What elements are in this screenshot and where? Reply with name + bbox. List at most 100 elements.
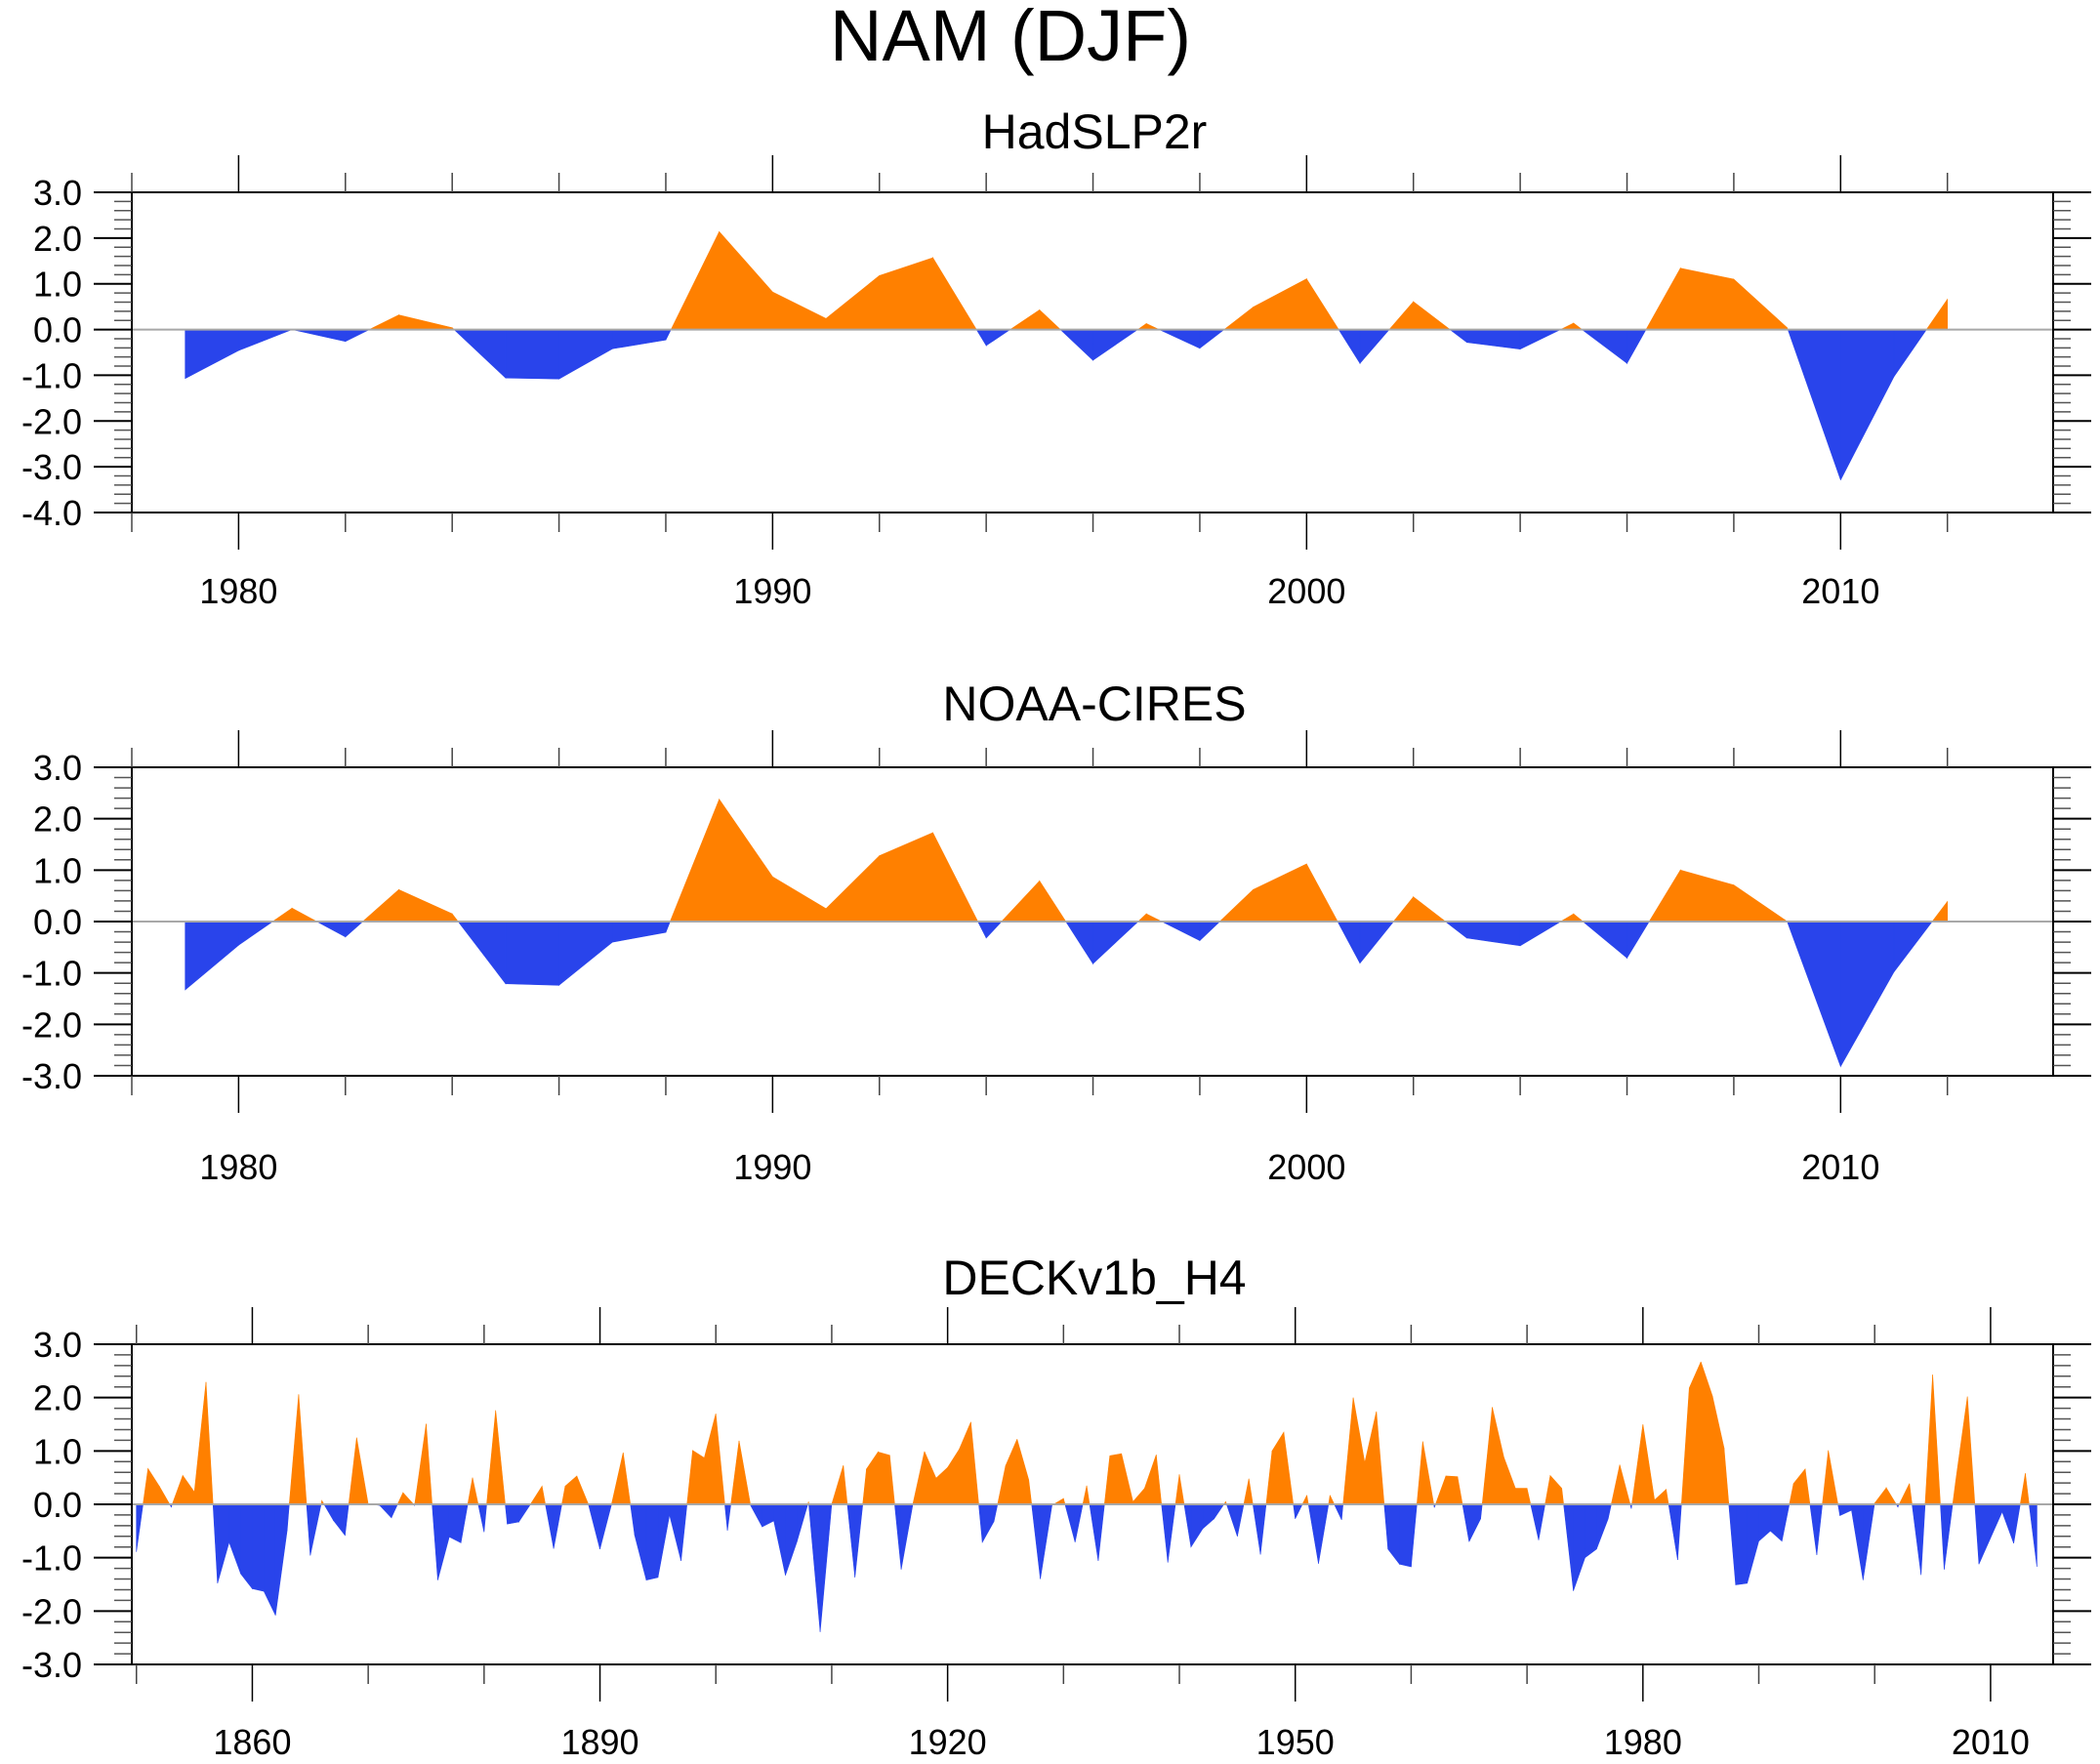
negative-area-segment xyxy=(1295,1503,1303,1519)
negative-area-segment xyxy=(1214,1503,1225,1520)
negative-area-segment xyxy=(1199,329,1225,349)
positive-area-segment xyxy=(670,231,720,330)
negative-area-segment xyxy=(545,1503,555,1549)
positive-area-segment xyxy=(1822,1450,1829,1505)
negative-area-segment xyxy=(1064,1503,1076,1542)
positive-area-segment xyxy=(1666,1489,1669,1505)
positive-area-segment xyxy=(1306,277,1339,330)
positive-area-segment xyxy=(451,913,459,923)
negative-area-segment xyxy=(1863,1503,1875,1580)
positive-area-segment xyxy=(396,1492,404,1505)
panel-title: DECKv1b_H4 xyxy=(942,1251,1246,1305)
x-axis: 1980 1990 2000 2010 xyxy=(131,155,1949,611)
negative-area-segment xyxy=(333,1503,346,1537)
negative-area-segment xyxy=(345,1503,350,1536)
negative-area-segment xyxy=(1399,1503,1412,1568)
positive-area-segment xyxy=(1330,1495,1336,1505)
negative-area-segment xyxy=(1787,921,1841,1067)
negative-area-segment xyxy=(228,1503,241,1575)
positive-area-segment xyxy=(1376,1411,1385,1505)
negative-area-segment xyxy=(612,329,667,349)
y-tick-label: 2.0 xyxy=(33,219,82,259)
negative-area-segment xyxy=(309,1503,322,1556)
positive-area-segment xyxy=(1001,880,1041,923)
negative-area-segment xyxy=(773,1503,786,1576)
positive-area-segment xyxy=(414,1423,427,1505)
positive-area-segment xyxy=(1301,1495,1307,1505)
x-tick-label: 1980 xyxy=(1604,1722,1682,1762)
positive-area-segment xyxy=(1271,1431,1285,1505)
positive-area-segment xyxy=(1642,1423,1655,1505)
positive-area-segment xyxy=(970,1421,979,1505)
negative-area-segment xyxy=(185,921,239,991)
positive-area-segment xyxy=(1342,1397,1354,1505)
negative-area-segment xyxy=(1183,1503,1192,1547)
positive-area-segment xyxy=(1445,1475,1459,1505)
positive-area-segment xyxy=(1434,1475,1447,1505)
positive-area-segment xyxy=(1956,1396,1968,1505)
negative-area-segment xyxy=(726,1503,731,1531)
positive-area-segment xyxy=(1573,913,1585,923)
negative-area-segment xyxy=(785,1503,798,1576)
positive-area-segment xyxy=(1874,1487,1887,1505)
negative-area-segment xyxy=(274,1503,288,1616)
positive-area-segment xyxy=(878,1452,890,1505)
positive-area-segment xyxy=(147,1467,160,1505)
positive-area-segment xyxy=(1792,1468,1806,1505)
positive-area-segment xyxy=(361,888,399,923)
negative-area-segment xyxy=(665,329,672,341)
positive-area-segment xyxy=(1924,1374,1933,1505)
y-tick-label: 2.0 xyxy=(33,800,82,840)
y-tick-label: 0.0 xyxy=(33,310,82,350)
negative-area-segment xyxy=(2013,1503,2021,1543)
negative-area-segment xyxy=(507,1503,519,1525)
negative-area-segment xyxy=(1893,329,1927,378)
x-tick-label: 1990 xyxy=(733,1147,811,1187)
negative-area-segment xyxy=(1190,1503,1204,1548)
negative-area-segment xyxy=(448,1503,462,1543)
area-fill xyxy=(185,798,1948,1068)
negative-area-segment xyxy=(1387,1503,1400,1566)
positive-area-segment xyxy=(348,1437,357,1505)
positive-area-segment xyxy=(1733,278,1788,330)
negative-area-segment xyxy=(553,1503,562,1549)
positive-area-segment xyxy=(862,1468,867,1505)
positive-area-segment xyxy=(1925,298,1948,330)
positive-area-segment xyxy=(879,257,933,330)
positive-area-segment xyxy=(715,1414,725,1505)
negative-area-segment xyxy=(612,921,667,943)
negative-area-segment xyxy=(316,921,347,938)
negative-area-segment xyxy=(1573,1503,1585,1591)
negative-area-segment xyxy=(1747,1503,1759,1583)
negative-area-segment xyxy=(136,1503,144,1552)
positive-area-segment xyxy=(997,1465,1007,1505)
positive-area-segment xyxy=(576,1475,590,1505)
negative-area-segment xyxy=(797,1503,808,1542)
positive-area-segment xyxy=(1174,1474,1180,1505)
negative-area-segment xyxy=(1563,1503,1574,1591)
positive-area-segment xyxy=(369,314,399,330)
positive-area-segment xyxy=(398,888,453,923)
negative-area-segment xyxy=(1059,329,1093,361)
negative-area-segment xyxy=(1159,329,1201,349)
negative-area-segment xyxy=(1809,1503,1818,1555)
positive-area-segment xyxy=(623,1452,632,1505)
negative-area-segment xyxy=(437,1503,450,1580)
positive-area-segment xyxy=(1932,1374,1941,1505)
positive-area-segment xyxy=(541,1486,546,1505)
positive-area-segment xyxy=(1619,1464,1631,1505)
negative-area-segment xyxy=(264,1503,276,1616)
positive-area-segment xyxy=(1223,306,1254,330)
negative-area-segment xyxy=(1607,1503,1612,1519)
negative-area-segment xyxy=(819,1503,833,1632)
positive-area-segment xyxy=(1561,1488,1564,1505)
negative-area-segment xyxy=(477,1503,485,1533)
negative-area-segment xyxy=(599,1503,612,1549)
negative-area-segment xyxy=(1538,1503,1545,1540)
positive-area-segment xyxy=(402,1492,415,1505)
negative-area-segment xyxy=(292,329,347,343)
negative-area-segment xyxy=(1089,1503,1099,1561)
x-tick-label: 2010 xyxy=(1801,1147,1879,1187)
area-fill xyxy=(136,1361,2038,1632)
